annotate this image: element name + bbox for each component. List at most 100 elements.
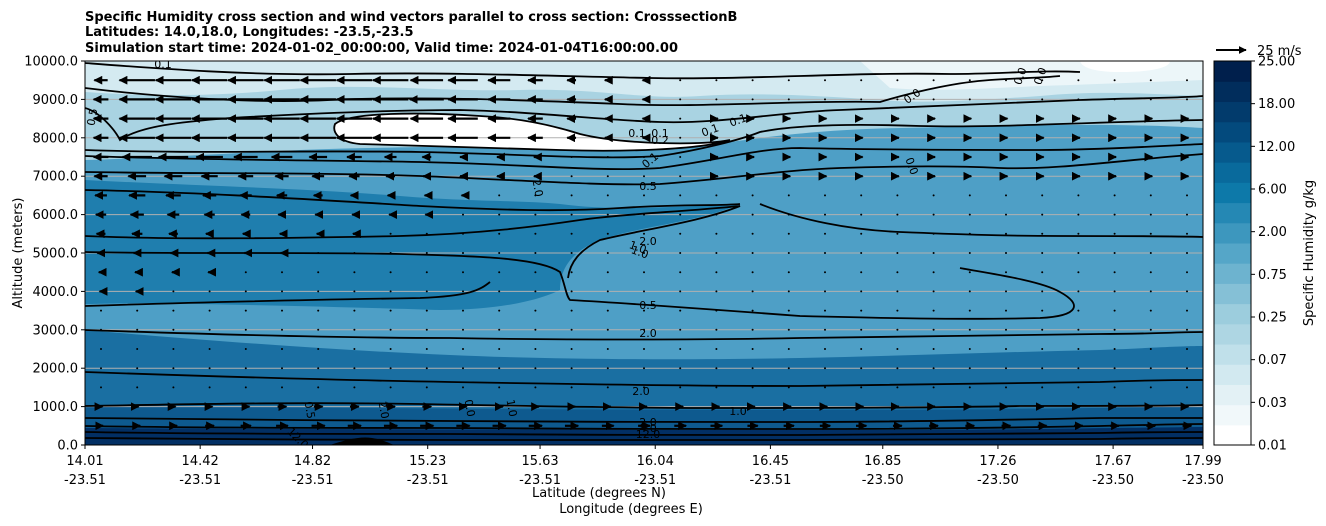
wind-vector xyxy=(570,213,573,216)
wind-vector xyxy=(968,213,971,216)
wind-vector xyxy=(606,386,609,389)
wind-vector xyxy=(425,232,428,235)
contour-label-group: 2.0 xyxy=(639,235,657,248)
wind-vector xyxy=(425,309,428,312)
wind-vector xyxy=(968,386,971,389)
wind-vector xyxy=(462,328,464,331)
wind-vector xyxy=(281,386,283,389)
wind-vector xyxy=(860,213,863,216)
wind-vector xyxy=(824,252,826,254)
contour-label-group: 0.0 xyxy=(1031,66,1049,87)
contour-label-group: 0.2 xyxy=(651,134,669,147)
wind-vector xyxy=(1113,386,1116,389)
wind-vector xyxy=(208,348,211,350)
wind-vector xyxy=(679,386,682,389)
wind-vector xyxy=(498,309,501,312)
wind-vector xyxy=(389,348,392,350)
chart-title-line-3: Simulation start time: 2024-01-02_00:00:… xyxy=(85,41,678,56)
wind-vector xyxy=(787,271,790,274)
y-tick-label: 5000.0 xyxy=(33,247,79,262)
wind-vector xyxy=(606,194,609,197)
wind-vector xyxy=(244,367,247,370)
colorbar-frame xyxy=(1213,60,1252,446)
contour-label: 0.0 xyxy=(1031,66,1049,87)
wind-vector xyxy=(787,232,790,235)
wind-vector xyxy=(498,290,501,293)
wind-vector xyxy=(896,271,899,274)
wind-vector xyxy=(787,79,790,82)
wind-vector xyxy=(136,386,139,389)
wind-vector xyxy=(824,194,826,197)
colorbar-segment xyxy=(1214,323,1251,345)
colorbar-segment xyxy=(1214,242,1251,264)
colorbar-segment xyxy=(1214,283,1251,305)
wind-vector xyxy=(570,252,573,254)
wind-vector xyxy=(968,194,971,197)
wind-vector xyxy=(1149,386,1152,389)
x-tick-label-longitude: -23.51 xyxy=(407,473,449,488)
x-tick-label-latitude: 14.82 xyxy=(294,454,331,469)
wind-vector xyxy=(136,328,139,331)
wind-vector xyxy=(679,290,682,293)
chart-title-line-2: Latitudes: 14.0,18.0, Longitudes: -23.5,… xyxy=(85,25,414,40)
wind-vector xyxy=(244,290,247,293)
wind-vector xyxy=(1077,232,1080,235)
wind-vector xyxy=(715,309,718,312)
wind-vector xyxy=(679,136,682,139)
wind-vector xyxy=(244,348,247,350)
wind-vector xyxy=(425,348,428,350)
wind-vector xyxy=(751,194,754,197)
wind-vector xyxy=(462,290,464,293)
wind-vector xyxy=(1149,290,1152,293)
wind-vector xyxy=(317,271,320,274)
wind-vector xyxy=(498,271,501,274)
x-tick-label-latitude: 17.99 xyxy=(1184,454,1221,469)
wind-vector xyxy=(172,367,175,370)
colorbar: 0.01 0.03 0.07 0.25 0.75 2.00 6.00 12.00 18.00 25… xyxy=(1213,55,1295,454)
wind-vector xyxy=(1041,328,1044,331)
wind-vector xyxy=(715,328,718,331)
wind-vector xyxy=(1113,79,1116,82)
wind-vector xyxy=(281,367,283,370)
x-tick-label-longitude: -23.50 xyxy=(977,473,1019,488)
wind-vector xyxy=(317,252,320,254)
wind-vector xyxy=(570,232,573,235)
wind-vector xyxy=(824,309,826,312)
wind-vector xyxy=(787,309,790,312)
wind-vector xyxy=(932,348,935,350)
wind-vector xyxy=(498,252,501,254)
wind-vector xyxy=(1077,213,1080,216)
wind-vector xyxy=(317,348,320,350)
band-surface-max xyxy=(330,437,395,445)
wind-vector xyxy=(462,213,464,216)
wind-vector xyxy=(534,348,537,350)
colorbar-segment xyxy=(1214,404,1251,426)
wind-vector xyxy=(1077,386,1080,389)
y-axis: 0.0 1000.0 2000.0 3000.0 4000.0 5000.0 6000.0 7… xyxy=(24,55,85,454)
wind-vector xyxy=(824,328,826,331)
contour-label: 2.0 xyxy=(639,416,657,429)
contour-label: 0.2 xyxy=(651,134,669,147)
wind-vector xyxy=(643,348,645,350)
wind-vector xyxy=(208,386,211,389)
wind-vector xyxy=(824,213,826,216)
wind-vector xyxy=(643,213,645,216)
wind-vector xyxy=(353,271,356,274)
x-tick-label-longitude: -23.51 xyxy=(64,473,106,488)
x-tick-label-longitude: -23.50 xyxy=(1092,473,1134,488)
wind-vector xyxy=(570,194,573,197)
wind-vector xyxy=(498,194,501,197)
x-tick-label-longitude: -23.51 xyxy=(292,473,334,488)
colorbar-segment xyxy=(1214,343,1251,365)
wind-vector xyxy=(1005,367,1007,370)
wind-vector xyxy=(136,348,139,350)
contour-label: 2.0 xyxy=(639,327,657,340)
x-axis: 14.01 -23.51 14.42 -23.51 14.82 -23.51 15.23 -2… xyxy=(64,445,1224,488)
contour-label: 0.5 xyxy=(639,180,657,193)
wind-vector xyxy=(715,271,718,274)
contour-label: 0.5 xyxy=(85,107,101,126)
wind-vector xyxy=(1077,328,1080,331)
wind-vector xyxy=(715,79,718,82)
wind-vector xyxy=(824,232,826,235)
wind-vector xyxy=(860,98,863,101)
